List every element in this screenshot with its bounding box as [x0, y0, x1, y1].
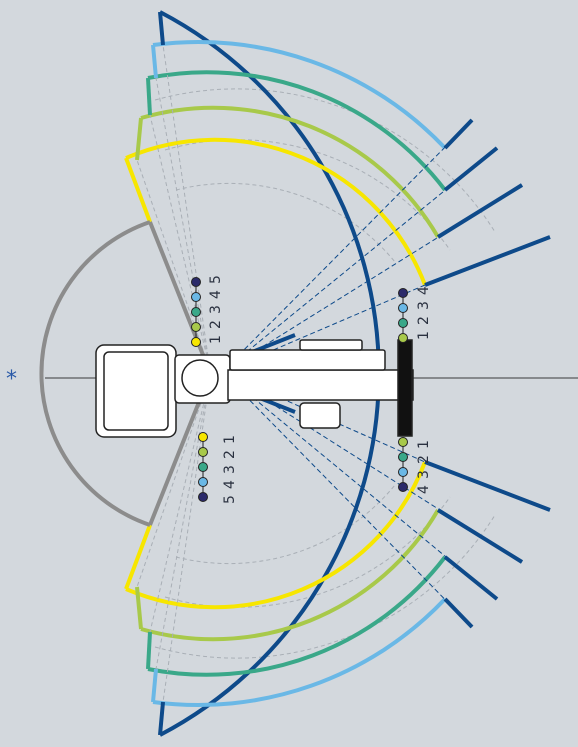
zone-arc-lime-bottom [140, 508, 440, 642]
zone-arcs [125, 39, 447, 708]
label-1: 1 [222, 434, 238, 444]
zone-arc-skyblue-bottom [152, 597, 447, 708]
label-5: 5 [222, 494, 238, 504]
label-3: 3 [416, 300, 432, 310]
label-1: 1 [416, 439, 432, 449]
machine-topview [95, 339, 414, 438]
indicator-right-top [398, 288, 408, 343]
label-4: 4 [416, 484, 432, 494]
label-4: 4 [222, 479, 238, 489]
stabilizer [397, 339, 413, 437]
indicator-left-bottom [198, 432, 208, 502]
zone-arc-lime [140, 105, 440, 239]
indicator-right-bottom [398, 437, 408, 492]
label-3: 3 [208, 304, 224, 314]
zone-arc-yellow-bottom [125, 461, 427, 610]
label-5: 5 [208, 274, 224, 284]
axle-front [299, 402, 341, 429]
labels-right-bottom: 1 2 3 4 [416, 439, 432, 494]
zone-arc-teal [147, 70, 447, 192]
boom [229, 349, 386, 371]
dashed-rays [221, 119, 523, 628]
label-1: 1 [208, 334, 224, 344]
asterisk-marker: * [6, 367, 17, 392]
chassis [227, 369, 414, 401]
label-4: 4 [416, 285, 432, 295]
indicator-left-top [191, 277, 201, 347]
label-4: 4 [208, 289, 224, 299]
labels-left-top: 1 2 3 4 5 [208, 274, 224, 344]
zone-arc-skyblue [152, 39, 447, 150]
labels-left-bottom: 1 2 3 4 5 [222, 434, 238, 504]
label-3: 3 [222, 464, 238, 474]
zone-arc-teal-bottom [147, 555, 447, 677]
label-2: 2 [416, 315, 432, 325]
label-3: 3 [416, 469, 432, 479]
rear-swing-arc [39, 220, 151, 527]
boom-top [299, 339, 363, 351]
labels-right-top: 1 2 3 4 [416, 285, 432, 340]
label-2: 2 [416, 454, 432, 464]
label-2: 2 [222, 449, 238, 459]
zone-arc-left-edges [124, 11, 165, 736]
label-2: 2 [208, 319, 224, 329]
rear-swing-edge-bottom [148, 386, 207, 526]
cab [95, 344, 177, 438]
label-1: 1 [416, 330, 432, 340]
zone-arc-yellow [125, 137, 427, 286]
